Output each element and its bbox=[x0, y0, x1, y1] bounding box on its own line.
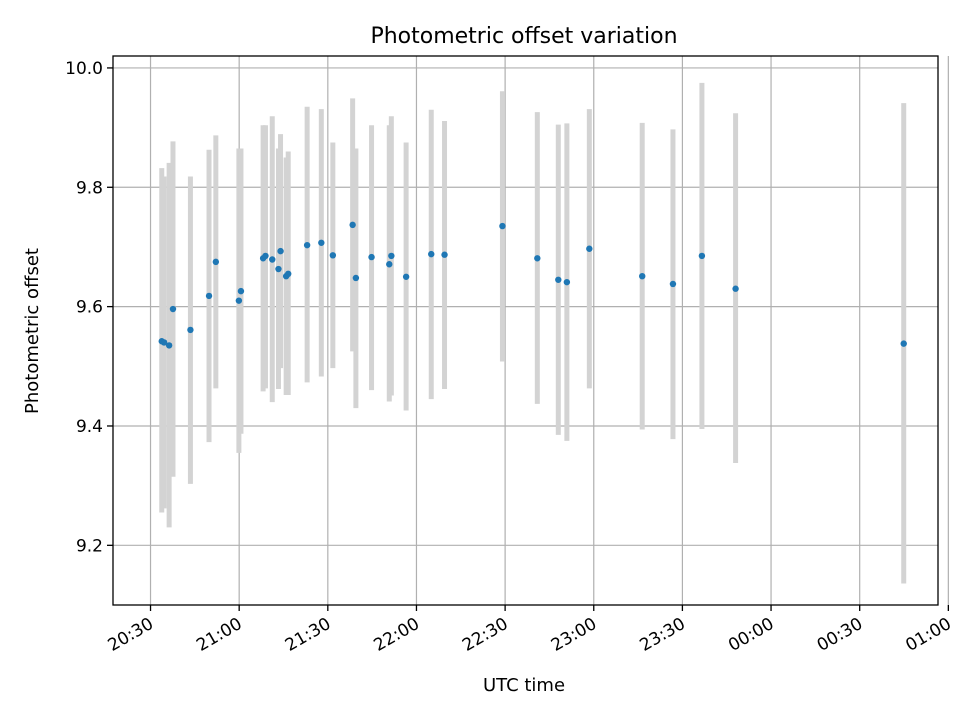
data-point bbox=[303, 241, 311, 249]
x-tick-label: 23:30 bbox=[636, 614, 688, 656]
data-point bbox=[329, 252, 337, 259]
data-point bbox=[269, 256, 276, 263]
y-tick-label: 9.4 bbox=[76, 417, 103, 437]
data-point bbox=[165, 342, 173, 349]
grid bbox=[113, 56, 949, 605]
data-point bbox=[534, 255, 541, 262]
data-point bbox=[285, 270, 292, 278]
x-tick-label: 00:30 bbox=[814, 614, 866, 656]
x-tick-label: 20:30 bbox=[105, 614, 157, 656]
error-bars bbox=[159, 82, 907, 584]
data-point bbox=[388, 252, 395, 260]
y-tick-label: 10.0 bbox=[65, 59, 103, 79]
data-point bbox=[237, 287, 245, 295]
x-tick-label: 21:00 bbox=[193, 614, 245, 656]
data-point bbox=[698, 252, 706, 260]
y-axis-ticks: 9.2 9.4 9.6 9.8 10.0 bbox=[65, 59, 113, 556]
data-point bbox=[428, 250, 435, 258]
data-point bbox=[563, 278, 571, 286]
data-point bbox=[441, 251, 448, 258]
data-points bbox=[158, 221, 907, 349]
x-tick-label: 01:00 bbox=[902, 614, 954, 656]
data-point bbox=[205, 292, 213, 300]
data-point bbox=[235, 297, 243, 304]
x-axis-ticks: 20:30 21:00 21:30 22:00 22:30 23:00 23:30 00:00… bbox=[105, 605, 955, 656]
data-point bbox=[900, 340, 907, 347]
y-tick-label: 9.2 bbox=[76, 536, 103, 556]
y-tick-label: 9.8 bbox=[76, 178, 103, 198]
data-point bbox=[349, 221, 356, 229]
data-point bbox=[275, 265, 282, 273]
data-point bbox=[639, 272, 646, 280]
data-point bbox=[402, 273, 410, 280]
data-point bbox=[212, 258, 220, 266]
data-point bbox=[732, 285, 739, 292]
data-point bbox=[368, 253, 375, 261]
y-axis-label: Photometric offset bbox=[22, 248, 43, 414]
plot-frame bbox=[112, 55, 939, 606]
data-point bbox=[499, 222, 506, 230]
data-point bbox=[669, 280, 677, 288]
x-tick-label: 23:00 bbox=[548, 614, 600, 656]
x-tick-label: 21:30 bbox=[282, 614, 334, 656]
data-point bbox=[555, 276, 562, 283]
data-point bbox=[586, 245, 593, 252]
data-point bbox=[160, 339, 168, 346]
data-point bbox=[187, 326, 194, 334]
data-point bbox=[262, 252, 269, 260]
x-tick-label: 00:00 bbox=[725, 614, 777, 656]
data-point bbox=[386, 261, 393, 268]
chart-title: Photometric offset variation bbox=[370, 24, 677, 49]
data-point bbox=[277, 247, 284, 255]
x-tick-label: 22:00 bbox=[371, 614, 423, 656]
x-tick-label: 22:30 bbox=[459, 614, 511, 656]
x-axis-label: UTC time bbox=[483, 675, 565, 696]
data-point bbox=[318, 239, 325, 246]
data-point bbox=[352, 274, 360, 282]
data-point bbox=[169, 305, 177, 313]
y-tick-label: 9.6 bbox=[76, 298, 103, 318]
